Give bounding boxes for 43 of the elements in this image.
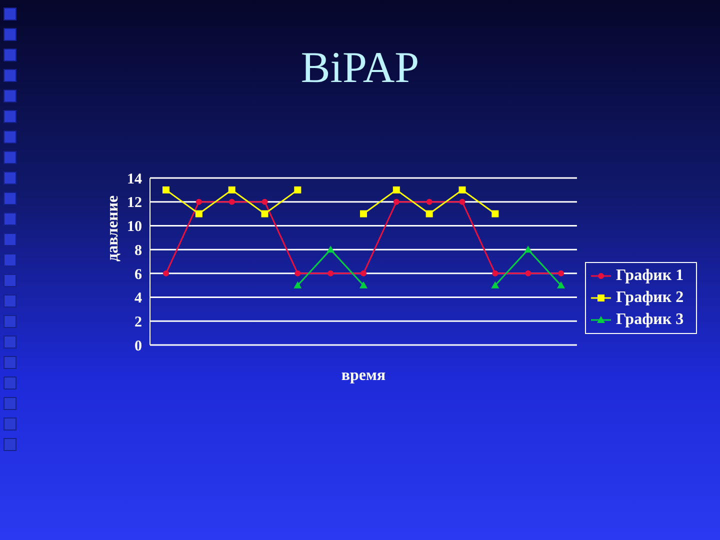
point — [557, 281, 565, 288]
point — [328, 270, 334, 276]
point — [195, 210, 202, 218]
point — [163, 270, 169, 276]
point — [228, 198, 235, 205]
y-axis-title: давление — [104, 195, 122, 262]
y-tick-label: 8 — [134, 242, 142, 259]
legend-label: График 2 — [616, 289, 684, 307]
point — [360, 270, 366, 276]
point — [492, 210, 499, 218]
chart-title: BiPAP — [300, 42, 420, 93]
legend-label: График 3 — [616, 311, 684, 329]
point — [525, 270, 532, 276]
y-tick-label: 0 — [134, 338, 142, 354]
point — [196, 198, 202, 205]
point — [326, 246, 335, 253]
x-axis-title: время — [341, 367, 386, 384]
point — [524, 246, 532, 253]
point — [360, 210, 367, 218]
y-tick-label: 2 — [134, 314, 142, 330]
point — [426, 198, 432, 205]
point — [294, 186, 302, 194]
point — [360, 281, 368, 288]
point — [491, 281, 500, 288]
point — [261, 210, 268, 218]
point — [294, 270, 301, 276]
point — [492, 270, 498, 276]
y-tick-label: 4 — [134, 290, 142, 307]
y-tick-label: 6 — [134, 266, 142, 283]
legend-label: График 1 — [616, 267, 684, 285]
point — [393, 198, 400, 205]
point — [392, 186, 400, 194]
point — [558, 270, 564, 276]
point — [426, 210, 433, 218]
y-tick-label: 14 — [127, 171, 142, 188]
point — [262, 198, 268, 205]
y-tick-label: 12 — [127, 195, 142, 212]
point — [459, 198, 466, 205]
point — [162, 186, 170, 194]
y-tick-label: 10 — [127, 219, 142, 236]
point — [294, 281, 302, 288]
point — [458, 186, 466, 194]
point — [228, 186, 236, 194]
